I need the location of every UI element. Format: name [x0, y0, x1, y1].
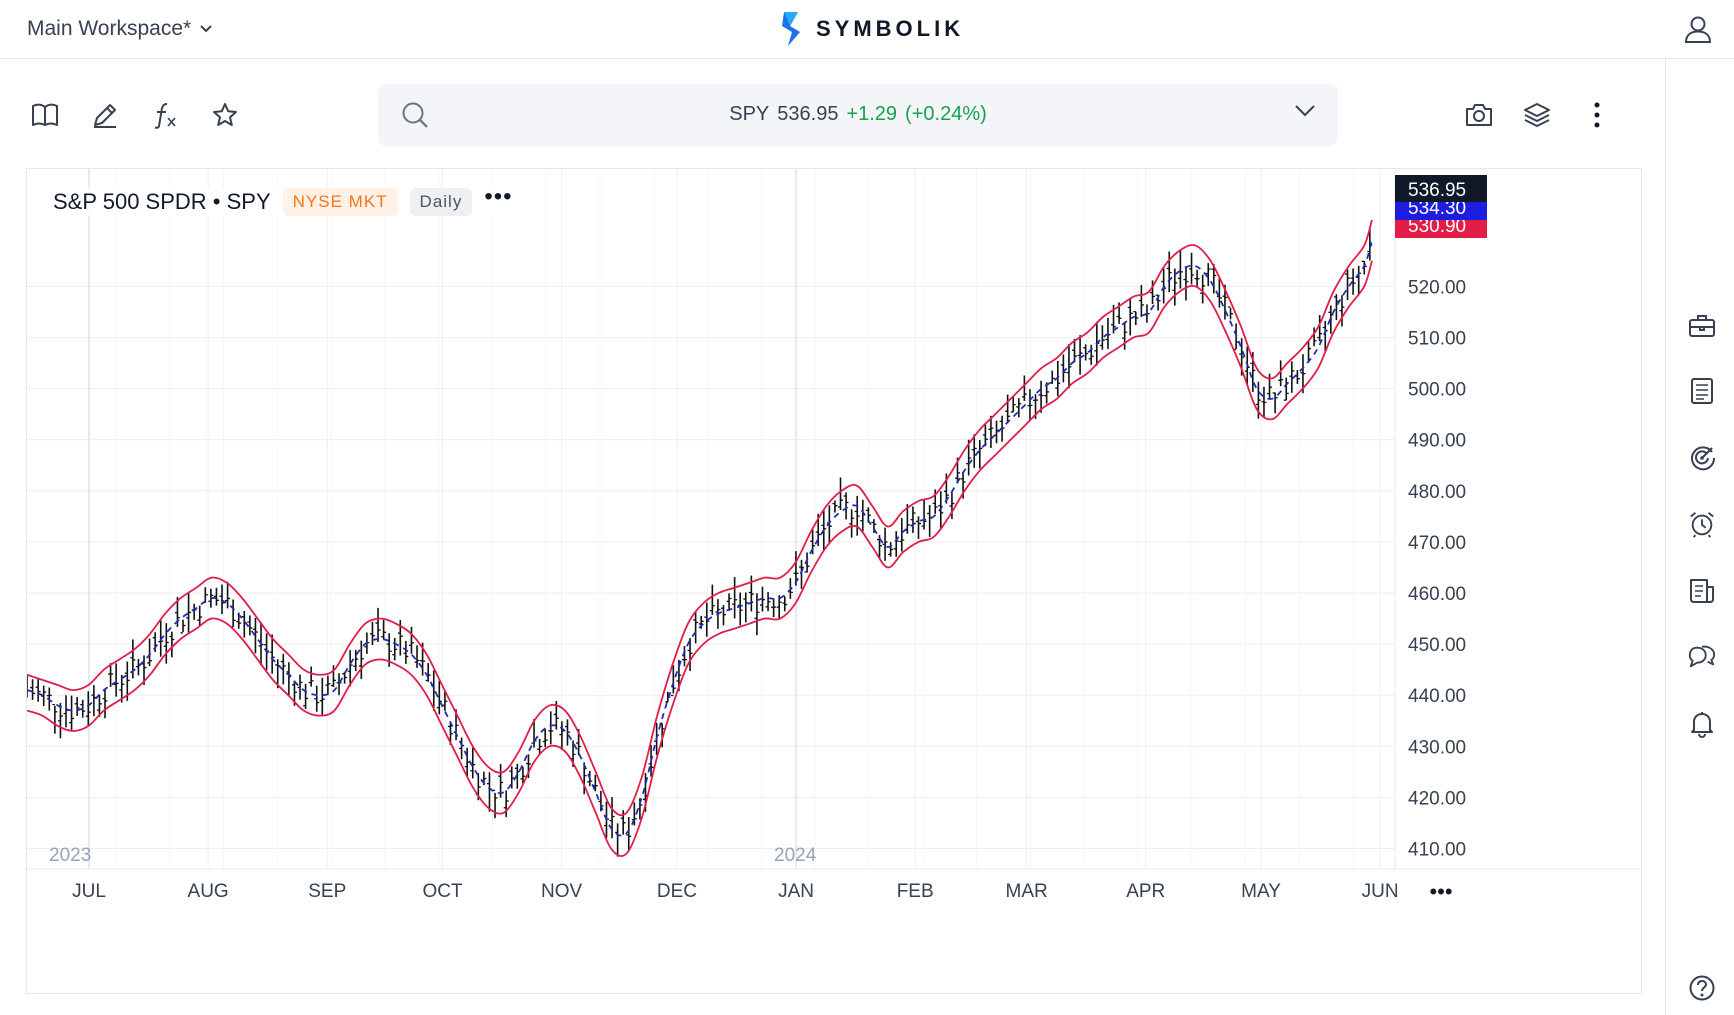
- pencil-icon[interactable]: [88, 98, 122, 132]
- price-chart[interactable]: 520.00 510.00 500.00 490.00 480.00 470.00 460.…: [27, 169, 1641, 993]
- price-tag-label: 536.95: [1408, 180, 1466, 201]
- chat-icon[interactable]: [1688, 643, 1716, 671]
- star-icon[interactable]: [208, 98, 242, 132]
- x-tick-label: MAR: [1006, 881, 1048, 902]
- user-icon[interactable]: [1683, 14, 1713, 49]
- radar-icon[interactable]: [1688, 444, 1716, 472]
- workspace-label: Main Workspace*: [27, 17, 192, 40]
- more-vertical-icon[interactable]: [1580, 98, 1614, 132]
- y-tick-label: 500.00: [1408, 380, 1466, 401]
- chart-header: S&P 500 SPDR • SPY NYSE MKT Daily •••: [53, 183, 519, 216]
- price-tag-label: 530.90: [1408, 216, 1466, 237]
- x-tick-label: APR: [1126, 881, 1165, 902]
- book-icon[interactable]: [28, 98, 62, 132]
- news-icon[interactable]: [1688, 577, 1716, 605]
- x-tick-label: DEC: [657, 881, 697, 902]
- chart-title: S&P 500 SPDR • SPY: [53, 189, 271, 214]
- axis-more-icon[interactable]: •••: [1429, 879, 1452, 904]
- x-tick-label: MAY: [1241, 881, 1281, 902]
- y-tick-label: 480.00: [1408, 482, 1466, 503]
- layers-icon[interactable]: [1520, 98, 1554, 132]
- brand-logo: SYMBOLIK: [780, 10, 964, 48]
- chevron-down-icon: [200, 25, 212, 33]
- middle-band-line: [27, 240, 1373, 837]
- chart-menu-icon[interactable]: •••: [484, 183, 513, 210]
- y-tick-label: 430.00: [1408, 737, 1466, 758]
- upper-band-line: [27, 219, 1373, 817]
- x-tick-label: SEP: [308, 881, 346, 902]
- x-tick-label: FEB: [897, 881, 934, 902]
- camera-icon[interactable]: [1462, 98, 1496, 132]
- quote-change: +1.29: [846, 103, 898, 125]
- chart-axes: 520.00 510.00 500.00 490.00 480.00 470.00 460.…: [27, 169, 1641, 904]
- document-icon[interactable]: [1688, 377, 1716, 405]
- x-tick-label: OCT: [422, 881, 463, 902]
- right-sidebar: [1665, 59, 1734, 1015]
- quote-price: 536.95: [777, 103, 839, 125]
- x-tick-label: AUG: [188, 881, 229, 902]
- y-tick-label: 520.00: [1408, 277, 1466, 298]
- y-tick-label: 410.00: [1408, 840, 1466, 861]
- x-tick-label: NOV: [541, 881, 583, 902]
- alarm-icon[interactable]: [1688, 510, 1716, 538]
- quote-symbol: SPY: [729, 103, 770, 125]
- y-tick-label: 450.00: [1408, 635, 1466, 656]
- brand-mark-icon: [782, 12, 800, 46]
- top-bar: Main Workspace* SYMBOLIK: [0, 0, 1734, 59]
- chart-grid: [27, 169, 1395, 869]
- chart-lines: [27, 219, 1373, 857]
- bell-icon[interactable]: [1688, 710, 1716, 738]
- y-tick-label: 460.00: [1408, 584, 1466, 605]
- quote-change-percent: (+0.24%): [905, 103, 987, 125]
- help-icon[interactable]: [1688, 974, 1716, 1002]
- year-label: 2023: [49, 845, 91, 866]
- lower-band-line: [27, 260, 1373, 857]
- x-tick-label: JUN: [1362, 881, 1399, 902]
- search-icon[interactable]: [400, 100, 430, 130]
- year-label: 2024: [774, 845, 817, 866]
- briefcase-icon[interactable]: [1688, 312, 1716, 340]
- x-tick-label: JAN: [778, 881, 814, 902]
- x-tick-label: JUL: [72, 881, 106, 902]
- workspace-selector[interactable]: Main Workspace*: [27, 17, 213, 41]
- brand-name: SYMBOLIK: [816, 16, 965, 41]
- chart-panel[interactable]: S&P 500 SPDR • SPY NYSE MKT Daily ••• 52…: [26, 168, 1642, 994]
- function-icon[interactable]: [148, 98, 182, 132]
- y-tick-label: 420.00: [1408, 788, 1466, 809]
- y-tick-label: 440.00: [1408, 686, 1466, 707]
- interval-badge[interactable]: Daily: [409, 188, 473, 216]
- chevron-down-icon[interactable]: [1294, 104, 1316, 118]
- y-tick-label: 470.00: [1408, 533, 1466, 554]
- y-tick-label: 490.00: [1408, 431, 1466, 452]
- symbol-quote[interactable]: SPY 536.95 +1.29 (+0.24%): [378, 103, 1338, 126]
- price-tag-label: 534.30: [1408, 198, 1466, 219]
- y-tick-label: 510.00: [1408, 328, 1466, 349]
- exchange-badge: NYSE MKT: [282, 188, 398, 216]
- price-tag-box: [1395, 175, 1487, 202]
- symbol-search-bar[interactable]: SPY 536.95 +1.29 (+0.24%): [378, 84, 1338, 146]
